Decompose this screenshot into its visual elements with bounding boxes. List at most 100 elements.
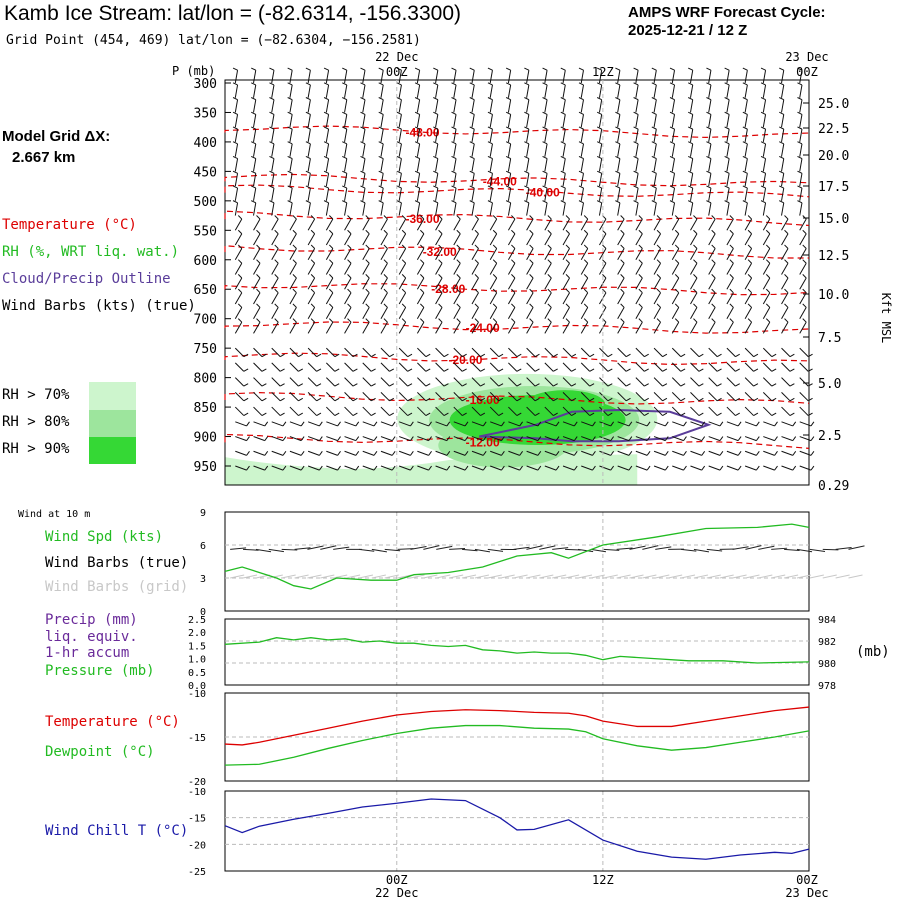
wind-barb-flag [774, 465, 778, 471]
wind-barb-flag [274, 288, 279, 294]
wind-barb-flag [433, 141, 439, 145]
wind-barb [416, 99, 421, 113]
wind-barb [253, 307, 261, 319]
wind-barb-flag [469, 185, 475, 189]
wind-barb-flag [469, 97, 475, 101]
wind-barb-flag [410, 465, 414, 471]
wind-barb-flag [716, 412, 722, 416]
wind-barb-flag [237, 259, 243, 264]
wind-barb-flag [464, 451, 469, 456]
wind-barb [380, 84, 384, 98]
wind-barb [253, 187, 257, 201]
wind-barb [653, 143, 657, 157]
wind-barb-flag [583, 229, 589, 235]
wind-barb [471, 277, 479, 290]
wind-barb [690, 321, 698, 334]
pressure-tick-label: 600 [194, 254, 217, 269]
wind-barb-flag [370, 353, 376, 358]
wind-barb [744, 114, 748, 128]
wind-barb-flag [501, 421, 505, 427]
wind-barb [362, 377, 372, 387]
wind-barb [307, 406, 317, 416]
wind-barb-flag [810, 465, 815, 471]
wind-barb [544, 421, 557, 427]
wind-barb [344, 187, 348, 201]
wind-barb-flag [438, 215, 443, 220]
wind-barb [762, 406, 773, 416]
wind-barb-flag [446, 465, 451, 471]
wind-barb [744, 421, 757, 427]
wind-barb-flag [711, 215, 716, 220]
temperature-contour [224, 352, 810, 366]
legend-wind-speed: Wind Spd (kts) [45, 529, 164, 545]
wind-barb-flag [383, 288, 388, 294]
legend-temperature-line: Temperature (°C) [45, 714, 180, 730]
wind-barb [726, 406, 736, 416]
wind-barb-grid [616, 574, 631, 579]
chill-panel-tick-label: -10 [188, 787, 206, 798]
model-grid-value: 2.667 km [12, 149, 76, 166]
wind-barb [253, 218, 261, 231]
wind-barb [289, 202, 293, 216]
wind-barb [307, 187, 311, 201]
wind-barb-flag [414, 185, 420, 189]
wind-barb-flag [462, 383, 467, 387]
wind-barb [781, 187, 785, 201]
wind-barb-flag [269, 141, 275, 145]
wind-barb [471, 248, 479, 261]
wind-barb [617, 406, 627, 416]
wind-barb-flag [747, 303, 752, 308]
wind-barb [781, 173, 785, 187]
wind-barb [762, 248, 771, 261]
wind-barb [289, 347, 299, 357]
wind-barb [234, 307, 243, 319]
wind-barb [744, 391, 754, 402]
wind-barb-flag [378, 200, 384, 204]
wind-barb [307, 450, 320, 456]
wind-barb-flag [810, 421, 815, 427]
wind-barb-flag [383, 259, 388, 264]
wind-barb-flag [607, 353, 613, 358]
wind-barb [526, 307, 534, 319]
wind-barb-flag [505, 67, 511, 71]
wind-barb [435, 202, 439, 216]
wind-barb [471, 143, 475, 157]
wind-barb [416, 262, 425, 275]
wind-barb-flag [410, 451, 414, 456]
wind-barb [289, 321, 297, 334]
wind-barb-flag [511, 215, 516, 220]
wind-barb [617, 377, 627, 387]
wind-barb-flag [237, 303, 243, 308]
wind-barb-flag [492, 244, 498, 249]
wind-barb [235, 465, 247, 471]
wind-barb-flag [646, 436, 651, 441]
wind-barb-flag [505, 141, 511, 145]
legend-wind-barbs-true: Wind Barbs (true) [45, 555, 189, 571]
wind-barb [653, 158, 657, 172]
wind-barb-flag [760, 141, 766, 145]
wind-barb [307, 377, 317, 387]
wind-barb [253, 321, 261, 334]
wind-barb-flag [498, 397, 504, 402]
wind-barb-flag [765, 215, 771, 220]
wind-barb-flag [742, 141, 748, 145]
wind-barb-flag [420, 259, 425, 264]
wind-barb-flag [537, 421, 542, 427]
wind-barb-flag [542, 155, 548, 160]
wind-barb [271, 248, 279, 261]
wind-barb [599, 465, 611, 471]
wind-barb [580, 248, 589, 261]
wind-barb [744, 158, 748, 172]
wind-barb-flag [420, 215, 425, 220]
wind-barb-flag [755, 436, 760, 441]
wind-barb [380, 436, 393, 442]
wind-barb-true [268, 548, 284, 553]
wind-barb [489, 406, 500, 416]
wind-barb-flag [438, 244, 443, 249]
legend-wind-barbs-grid: Wind Barbs (grid) [45, 579, 189, 595]
wind-barb-flag [407, 397, 413, 402]
wind-barb-flag [553, 368, 558, 372]
wind-barb [417, 347, 427, 357]
wind-barb [289, 158, 293, 172]
wind-barb [453, 362, 463, 372]
